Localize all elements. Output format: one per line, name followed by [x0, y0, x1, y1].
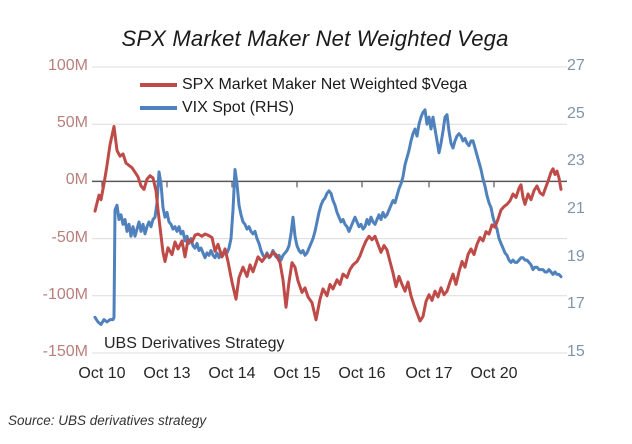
x-axis-tick-label: Oct 20 — [470, 365, 518, 382]
x-axis-tick-label: Oct 16 — [338, 365, 386, 382]
legend-entry-vega: SPX Market Maker Net Weighted $Vega — [140, 76, 467, 94]
legend-entry-vix: VIX Spot (RHS) — [140, 99, 294, 117]
chart-annotation: UBS Derivatives Strategy — [104, 335, 285, 352]
left-axis-tick-label: -100M — [42, 285, 88, 303]
right-axis-tick-label: 15 — [567, 343, 585, 360]
left-axis-tick-label: 50M — [56, 114, 88, 132]
legend-label-vix: VIX Spot (RHS) — [182, 99, 295, 116]
right-axis-tick-label: 19 — [567, 247, 585, 265]
x-axis-tick-label: Oct 14 — [208, 365, 256, 382]
x-axis-tick-label: Oct 13 — [143, 365, 191, 382]
legend-blue-line-swatch — [140, 106, 177, 110]
legend-red-line-swatch — [140, 83, 177, 87]
left-axis-tick-label: 0M — [65, 171, 88, 189]
right-axis-tick-label: 27 — [567, 57, 585, 74]
x-axis-tick-label: Oct 15 — [273, 365, 321, 382]
legend-label-vega: SPX Market Maker Net Weighted $Vega — [182, 76, 468, 93]
right-axis-tick-label: 17 — [567, 295, 585, 313]
left-axis-tick-label: 100M — [47, 57, 88, 74]
right-axis-tick-label: 23 — [567, 152, 585, 170]
left-axis-tick-label: -50M — [51, 228, 88, 246]
chart-title: SPX Market Maker Net Weighted Vega — [121, 26, 509, 51]
left-axis-tick-label: -150M — [42, 343, 88, 360]
x-axis-tick-label: Oct 17 — [405, 365, 453, 382]
right-axis-tick-label: 21 — [567, 200, 585, 217]
right-axis-tick-label: 25 — [567, 104, 585, 122]
x-axis-tick-label: Oct 10 — [78, 365, 126, 382]
source-note: Source: UBS derivatives strategy — [8, 413, 207, 428]
